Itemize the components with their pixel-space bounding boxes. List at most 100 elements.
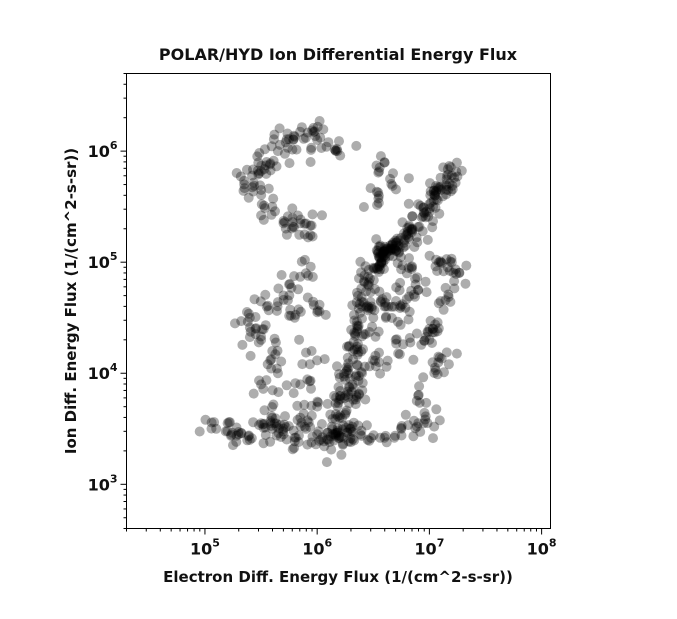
data-point	[391, 237, 402, 248]
data-point	[341, 422, 352, 433]
data-point	[350, 394, 361, 405]
data-point	[295, 126, 306, 137]
data-point	[418, 202, 429, 213]
data-point	[334, 391, 345, 402]
data-point	[350, 371, 361, 382]
data-point	[375, 264, 386, 275]
x-tick-label: 106	[302, 537, 332, 559]
data-point	[348, 346, 359, 356]
data-point	[227, 427, 238, 438]
data-point	[388, 237, 398, 248]
data-point	[310, 439, 321, 450]
data-point	[380, 243, 391, 254]
data-point	[373, 197, 384, 208]
data-point	[393, 247, 404, 258]
data-point	[332, 146, 343, 157]
data-point	[446, 253, 457, 264]
data-point	[357, 377, 368, 388]
data-point	[413, 285, 423, 295]
data-point	[248, 417, 259, 428]
data-point	[400, 240, 411, 251]
data-point	[244, 312, 255, 323]
data-point	[395, 303, 406, 313]
data-point	[403, 198, 414, 209]
data-point	[337, 413, 347, 424]
data-point	[342, 427, 353, 438]
data-point	[338, 420, 349, 431]
data-point	[370, 355, 380, 366]
data-point	[441, 180, 452, 191]
data-point	[387, 243, 398, 254]
data-point	[391, 334, 402, 345]
data-point	[327, 428, 338, 439]
data-point	[267, 412, 278, 423]
data-point	[328, 435, 339, 446]
data-point	[292, 210, 303, 221]
data-point	[371, 234, 382, 245]
data-point	[366, 301, 377, 312]
data-point	[375, 297, 386, 307]
data-point	[236, 316, 247, 327]
data-point	[444, 178, 455, 189]
data-point	[452, 171, 463, 182]
data-point	[373, 261, 384, 272]
data-point	[342, 364, 353, 375]
data-point	[433, 298, 444, 309]
data-point	[309, 126, 320, 137]
data-point	[231, 436, 242, 447]
data-point	[433, 351, 444, 362]
data-point	[299, 399, 310, 410]
data-point	[373, 190, 384, 201]
data-point	[368, 430, 379, 441]
data-point	[442, 170, 452, 181]
data-point	[345, 423, 356, 434]
data-point	[389, 244, 400, 255]
data-point	[295, 412, 306, 423]
data-point	[374, 259, 385, 270]
data-point	[268, 193, 279, 204]
data-point	[239, 175, 250, 186]
data-point	[209, 417, 220, 428]
data-point	[259, 203, 270, 214]
data-point	[371, 186, 382, 197]
data-point	[282, 211, 293, 222]
data-point	[380, 241, 390, 252]
data-point	[404, 333, 415, 343]
data-point	[398, 242, 409, 253]
data-point	[434, 208, 445, 219]
data-point	[293, 430, 304, 441]
data-point	[421, 287, 432, 298]
data-point	[399, 235, 410, 245]
data-point	[310, 131, 321, 142]
data-point	[378, 257, 388, 268]
data-point	[256, 334, 267, 345]
data-point	[257, 419, 268, 430]
data-point	[350, 399, 361, 410]
data-point	[332, 361, 342, 372]
data-point	[255, 296, 266, 307]
data-point	[343, 358, 354, 369]
data-point	[381, 361, 392, 372]
data-point	[443, 184, 453, 195]
data-point	[353, 347, 364, 358]
data-point	[382, 246, 393, 257]
data-point	[343, 381, 354, 392]
data-point	[287, 203, 298, 214]
data-point	[352, 349, 363, 360]
data-point	[454, 267, 465, 278]
data-point	[396, 430, 407, 441]
data-point	[256, 160, 267, 171]
data-point	[425, 190, 436, 201]
data-point	[263, 183, 274, 194]
plot-frame	[126, 73, 551, 529]
data-point	[236, 428, 247, 438]
data-point	[306, 346, 317, 356]
data-point	[302, 415, 313, 426]
data-point	[428, 323, 438, 334]
data-point	[325, 431, 336, 442]
data-point	[335, 393, 346, 404]
data-point	[300, 132, 311, 143]
data-point	[381, 248, 392, 259]
data-point	[243, 308, 254, 319]
data-point	[427, 357, 438, 368]
